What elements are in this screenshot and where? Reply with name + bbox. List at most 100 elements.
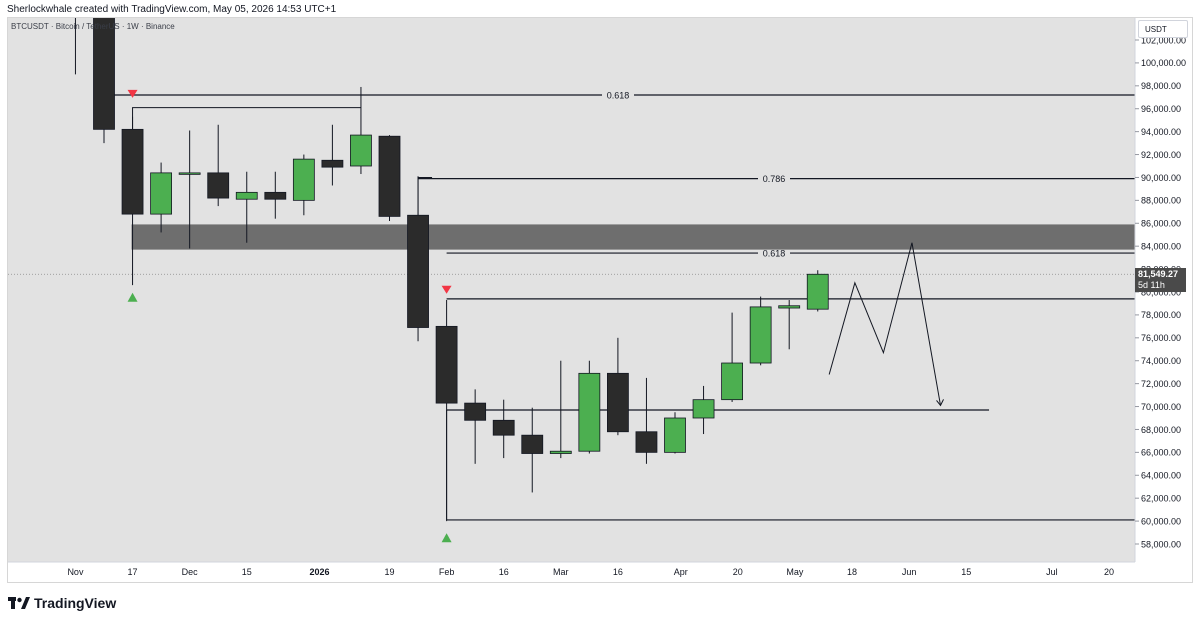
candle[interactable] <box>150 162 173 233</box>
price-tick-label: 62,000.00 <box>1141 493 1181 503</box>
candle[interactable] <box>692 385 715 435</box>
time-tick-label: Feb <box>439 567 455 577</box>
time-tick-label: Jun <box>902 567 917 577</box>
current-price-value: 81,549.27 <box>1138 269 1179 279</box>
candle[interactable] <box>749 296 772 366</box>
time-axis-background <box>8 562 1192 582</box>
candle-body <box>464 402 487 421</box>
candle[interactable] <box>235 171 258 243</box>
candle-body <box>549 450 572 454</box>
candle[interactable] <box>464 389 487 464</box>
time-tick-label: May <box>786 567 804 577</box>
candle[interactable] <box>407 176 429 342</box>
price-tick-label: 58,000.00 <box>1141 539 1181 549</box>
price-tick-label: 78,000.00 <box>1141 310 1181 320</box>
candle-body <box>378 135 401 217</box>
time-tick-label: Dec <box>182 567 199 577</box>
price-tick-label: 60,000.00 <box>1141 516 1181 526</box>
plot-area[interactable]: 0.618 0.786 0.618 <box>8 0 1151 562</box>
candle[interactable] <box>549 360 572 459</box>
price-tick-label: 88,000.00 <box>1141 196 1181 206</box>
time-tick-label: 18 <box>847 567 857 577</box>
candle-body <box>721 362 743 401</box>
candle-body <box>607 372 629 433</box>
candle[interactable] <box>435 300 458 522</box>
price-tick-label: 68,000.00 <box>1141 425 1181 435</box>
candle-body <box>121 128 144 215</box>
candle-body <box>806 273 829 310</box>
time-tick-label: 15 <box>961 567 971 577</box>
candle-body <box>635 431 658 453</box>
currency-button[interactable]: USDT <box>1138 20 1188 38</box>
candle-body <box>778 305 801 309</box>
price-tick-label: 94,000.00 <box>1141 127 1181 137</box>
time-tick-label: 15 <box>242 567 252 577</box>
candle[interactable] <box>721 312 743 402</box>
candle-body <box>407 214 429 328</box>
candle-body <box>235 191 258 200</box>
time-axis[interactable]: Nov 17 Dec 15 2026 19 Feb 16 Mar 16 Apr 20 May 18 Jun 1… <box>8 561 1192 582</box>
candle[interactable] <box>378 135 401 221</box>
price-tick-label: 102,000.00 <box>1141 35 1186 45</box>
tradingview-brand[interactable]: TradingView <box>8 593 116 613</box>
candle[interactable] <box>492 399 515 459</box>
price-tick-label: 76,000.00 <box>1141 333 1181 343</box>
candle[interactable] <box>65 11 86 75</box>
price-tick-label: 98,000.00 <box>1141 81 1181 91</box>
candle[interactable] <box>207 124 230 207</box>
price-tick-label: 72,000.00 <box>1141 379 1181 389</box>
candle[interactable] <box>664 412 686 454</box>
candle[interactable] <box>350 86 372 175</box>
price-tick-label: 74,000.00 <box>1141 356 1181 366</box>
price-tick-label: 80,000.00 <box>1141 287 1181 297</box>
candle-body <box>350 134 372 167</box>
candle[interactable] <box>264 171 287 219</box>
time-tick-label: Apr <box>674 567 688 577</box>
candle-body <box>578 372 601 452</box>
candle[interactable] <box>321 124 344 186</box>
candle[interactable] <box>578 360 601 454</box>
candle[interactable] <box>607 337 629 436</box>
candle-body <box>264 191 287 200</box>
time-tick-label: 2026 <box>310 567 330 577</box>
buy-marker <box>441 533 452 543</box>
time-tick-label: Mar <box>553 567 569 577</box>
time-tick-label: 17 <box>128 567 138 577</box>
candle[interactable] <box>806 270 829 312</box>
credit-text: Sherlockwhale created with TradingView.c… <box>7 4 337 15</box>
candle[interactable] <box>93 0 115 144</box>
candle-body <box>435 325 458 404</box>
price-tick-label: 100,000.00 <box>1141 58 1186 68</box>
price-tick-label: 92,000.00 <box>1141 150 1181 160</box>
price-tick-label: 96,000.00 <box>1141 104 1181 114</box>
fib-level-label: 0.786 <box>763 174 786 184</box>
candle[interactable] <box>178 130 201 249</box>
price-tick-label: 84,000.00 <box>1141 241 1181 251</box>
candle-body <box>178 172 201 175</box>
tradingview-logo-icon <box>8 596 30 610</box>
symbol-label: BTCUSDT · Bitcoin / TetherUS · 1W · Bina… <box>11 22 175 31</box>
candle-body <box>521 434 544 454</box>
candle[interactable] <box>521 407 544 493</box>
candle-body <box>692 399 715 419</box>
plot-background <box>8 18 1135 562</box>
candle-body <box>492 419 515 436</box>
fib-level-label: 0.618 <box>607 90 630 100</box>
projection-arrowhead <box>936 399 944 407</box>
candle-body <box>93 18 115 130</box>
price-tick-label: 64,000.00 <box>1141 471 1181 481</box>
candle[interactable] <box>121 116 144 286</box>
sell-marker <box>441 285 452 294</box>
time-tick-label: 20 <box>1104 567 1114 577</box>
candle[interactable] <box>292 154 315 216</box>
fib-level-label: 0.618 <box>763 249 786 259</box>
time-tick-label: 19 <box>384 567 394 577</box>
candle-body <box>150 172 173 215</box>
buy-marker <box>127 292 138 302</box>
supply-zone <box>131 224 1135 250</box>
current-price-badge: 81,549.27 5d 11h <box>1135 268 1186 292</box>
candle[interactable] <box>635 377 658 464</box>
price-tick-label: 70,000.00 <box>1141 402 1181 412</box>
candle[interactable] <box>778 300 801 350</box>
